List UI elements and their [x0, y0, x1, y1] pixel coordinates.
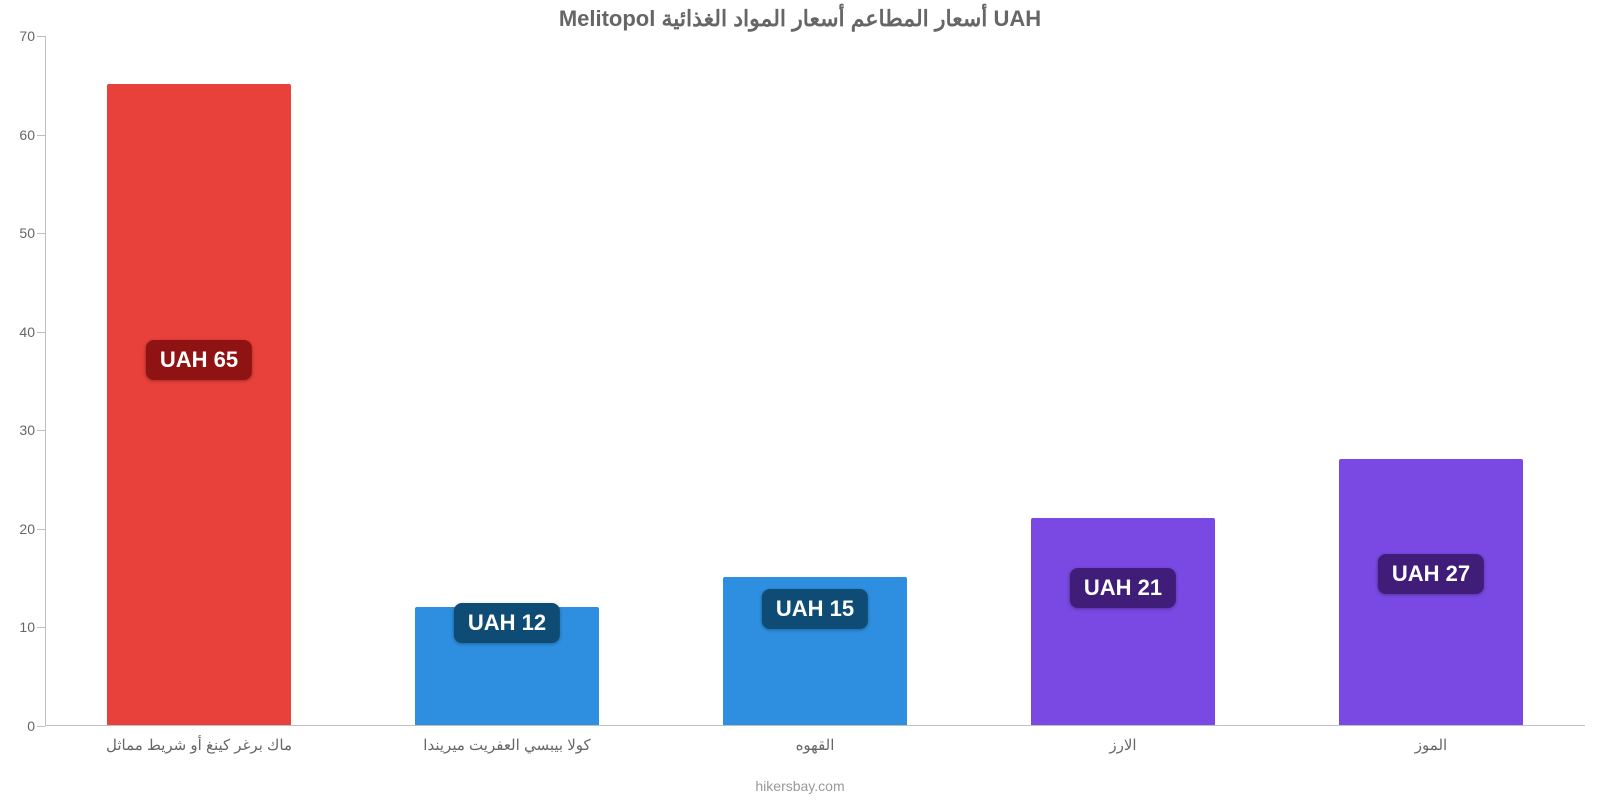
y-tick [37, 726, 45, 727]
x-category-label: الارز [1109, 736, 1136, 754]
y-tick [37, 430, 45, 431]
bar [1031, 518, 1216, 725]
value-badge: UAH 21 [1070, 568, 1176, 608]
value-badge: UAH 15 [762, 589, 868, 629]
plot-area: 010203040506070ماك برغر كينغ أو شريط مما… [45, 36, 1585, 726]
x-axis [45, 725, 1585, 726]
chart-footer: hikersbay.com [0, 778, 1600, 794]
chart-container: Melitopol أسعار المطاعم أسعار المواد الغ… [0, 0, 1600, 800]
x-category-label: ماك برغر كينغ أو شريط مماثل [106, 736, 292, 754]
value-badge: UAH 27 [1378, 554, 1484, 594]
y-tick-label: 50 [19, 225, 35, 241]
value-badge: UAH 65 [146, 340, 252, 380]
y-tick-label: 0 [27, 718, 35, 734]
value-badge: UAH 12 [454, 603, 560, 643]
chart-title: Melitopol أسعار المطاعم أسعار المواد الغ… [0, 6, 1600, 32]
y-tick-label: 30 [19, 422, 35, 438]
y-tick [37, 332, 45, 333]
y-tick [37, 233, 45, 234]
x-category-label: الموز [1415, 736, 1447, 754]
x-category-label: كولا بيبسي العفريت ميريندا [423, 736, 590, 754]
y-tick [37, 529, 45, 530]
bar [107, 84, 292, 725]
y-tick-label: 70 [19, 28, 35, 44]
y-tick-label: 40 [19, 324, 35, 340]
y-tick-label: 60 [19, 127, 35, 143]
y-tick [37, 36, 45, 37]
y-axis [45, 36, 46, 726]
y-tick [37, 135, 45, 136]
y-tick-label: 10 [19, 619, 35, 635]
y-tick [37, 627, 45, 628]
x-category-label: القهوه [796, 736, 835, 754]
y-tick-label: 20 [19, 521, 35, 537]
